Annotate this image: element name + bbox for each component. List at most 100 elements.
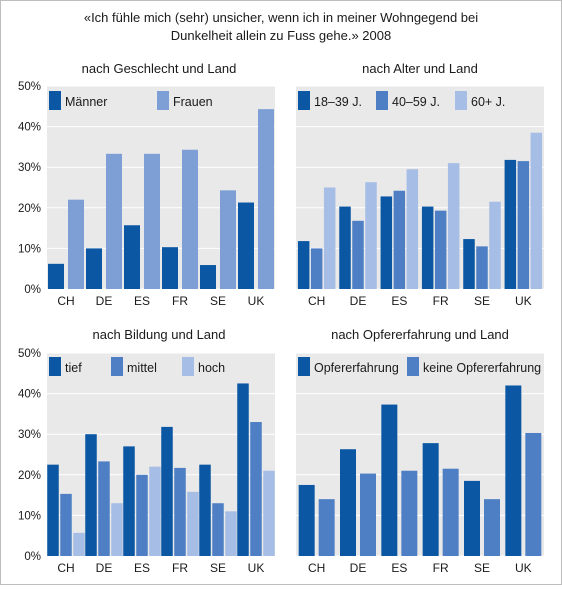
bar-es-1 xyxy=(380,196,393,289)
plot-background xyxy=(296,86,544,289)
category-label: ES xyxy=(134,294,150,308)
bar-es-2 xyxy=(393,190,406,289)
bar-se-1 xyxy=(463,239,475,289)
panels: nach Geschlecht und Land 50% 40% 30% 20% 10% 0… xyxy=(18,61,544,575)
legend-label: mittel xyxy=(127,361,157,375)
category-label: SE xyxy=(210,294,226,308)
y-tick-label: 30% xyxy=(18,429,41,441)
panel-title: nach Geschlecht und Land xyxy=(82,61,237,76)
legend-swatch xyxy=(407,357,419,376)
legend-swatch xyxy=(376,91,388,110)
bar-ch-3 xyxy=(73,532,85,556)
y-tick-label: 40% xyxy=(18,389,41,401)
bar-fr-3 xyxy=(187,491,199,556)
bar-uk-1 xyxy=(237,383,249,556)
y-tick-label: 20% xyxy=(18,203,41,215)
bar-se-3 xyxy=(225,511,237,556)
category-label: CH xyxy=(308,561,325,575)
category-label: ES xyxy=(391,294,407,308)
y-tick-label: 10% xyxy=(18,510,41,522)
bar-ch-2 xyxy=(60,493,72,556)
bar-ch-1 xyxy=(48,263,64,289)
plot-background xyxy=(47,86,275,289)
legend-swatch xyxy=(49,91,61,110)
bar-se-1 xyxy=(199,464,211,556)
bar-uk-2 xyxy=(525,432,542,556)
bar-se-2 xyxy=(220,190,236,289)
bar-se-3 xyxy=(489,201,501,289)
y-tick-label: 0% xyxy=(24,284,41,296)
y-tick-label: 30% xyxy=(18,162,41,174)
category-label: DE xyxy=(350,294,367,308)
plot-background xyxy=(47,353,275,556)
category-label: CH xyxy=(308,294,325,308)
bar-es-2 xyxy=(144,153,160,289)
bar-se-1 xyxy=(200,265,216,289)
figure-title-line2: Dunkelheit allein zu Fuss gehe.» 2008 xyxy=(171,28,391,43)
bar-es-3 xyxy=(149,466,161,556)
legend-label: Männer xyxy=(65,95,107,109)
bar-fr-3 xyxy=(447,163,460,289)
category-label: CH xyxy=(57,561,74,575)
legend-label: 18–39 J. xyxy=(314,95,362,109)
category-label: FR xyxy=(433,294,449,308)
bar-fr-1 xyxy=(422,443,439,556)
bar-de-1 xyxy=(85,434,97,556)
category-label: DE xyxy=(350,561,367,575)
legend-label: tief xyxy=(65,361,82,375)
bar-uk-2 xyxy=(250,422,262,556)
bar-ch-3 xyxy=(323,187,336,289)
bar-ch-2 xyxy=(310,248,323,289)
bar-ch-2 xyxy=(318,499,335,556)
category-label: UK xyxy=(515,294,532,308)
bar-fr-1 xyxy=(161,426,173,556)
bar-fr-2 xyxy=(182,149,198,289)
y-tick-label: 10% xyxy=(18,243,41,255)
y-tick-label: 20% xyxy=(18,470,41,482)
category-label: FR xyxy=(172,294,188,308)
legend-swatch xyxy=(49,357,61,376)
bar-es-2 xyxy=(136,474,148,556)
bar-ch-1 xyxy=(297,241,310,289)
y-tick-label: 0% xyxy=(24,551,41,563)
panel-title: nach Opfererfahrung und Land xyxy=(331,327,509,342)
legend-swatch xyxy=(455,91,467,110)
bar-es-3 xyxy=(406,169,419,289)
category-label: UK xyxy=(515,561,532,575)
category-label: CH xyxy=(57,294,74,308)
bar-se-1 xyxy=(464,480,480,556)
legend-label: Frauen xyxy=(173,95,213,109)
bar-de-2 xyxy=(352,220,364,289)
category-label: UK xyxy=(248,561,265,575)
bar-fr-1 xyxy=(162,247,178,289)
legend-label: 60+ J. xyxy=(471,95,505,109)
bar-fr-2 xyxy=(434,210,447,289)
bar-ch-1 xyxy=(298,484,315,556)
bar-de-2 xyxy=(98,461,110,556)
panel-3: nach Bildung und Land 50% 40% 30% 20% 10% 0% CH… xyxy=(18,327,275,575)
bar-se-2 xyxy=(484,499,500,556)
bar-uk-3 xyxy=(530,132,543,289)
category-label: FR xyxy=(433,561,449,575)
bar-es-1 xyxy=(123,446,135,556)
bar-de-1 xyxy=(340,449,356,556)
panel-4: nach Opfererfahrung und Land CH DE ES FR SE UK… xyxy=(296,327,544,575)
bar-de-3 xyxy=(365,182,377,289)
bar-es-2 xyxy=(401,470,418,556)
category-label: FR xyxy=(172,561,188,575)
legend-swatch xyxy=(111,357,123,376)
bar-de-1 xyxy=(86,248,102,289)
bar-se-2 xyxy=(212,503,224,556)
bar-ch-1 xyxy=(47,464,59,556)
bar-uk-2 xyxy=(258,109,274,289)
category-label: DE xyxy=(96,294,113,308)
y-tick-label: 50% xyxy=(18,348,41,360)
category-label: SE xyxy=(474,294,490,308)
legend-swatch xyxy=(157,91,169,110)
panel-title: nach Bildung und Land xyxy=(92,327,225,342)
legend-label: keine Opfererfahrung xyxy=(423,361,541,375)
figure-title-line1: «Ich fühle mich (sehr) unsicher, wenn ic… xyxy=(84,10,478,25)
plot-background xyxy=(296,353,544,556)
